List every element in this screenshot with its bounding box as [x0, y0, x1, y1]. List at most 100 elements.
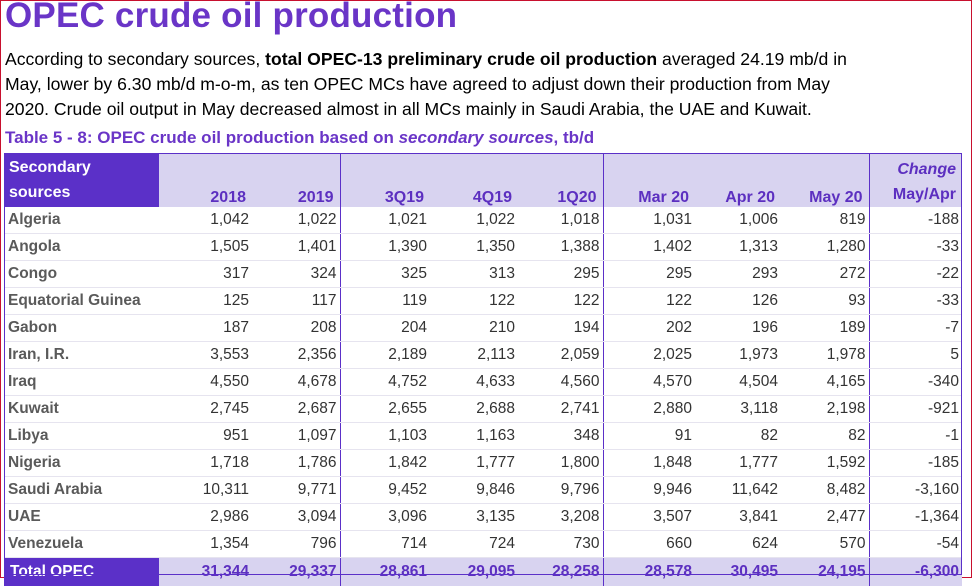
change-line-2: May/Apr [893, 186, 956, 203]
corner-line-1: Secondary [9, 159, 91, 176]
table-cell: 295 [518, 261, 603, 288]
table-cell: 3,094 [252, 504, 340, 531]
table-cell: 208 [252, 315, 340, 342]
row-label: Total OPEC [4, 558, 159, 586]
table-cell: 9,452 [340, 477, 430, 504]
change-line-1: Change [897, 161, 956, 178]
table-cell: 5 [869, 342, 962, 369]
table-cell: 28,861 [340, 558, 430, 586]
col-header: 2019 [252, 153, 340, 207]
table-cell: -188 [869, 207, 962, 234]
table-cell: 9,946 [603, 477, 695, 504]
table-cell: 1,042 [159, 207, 252, 234]
table-cell: 295 [603, 261, 695, 288]
table-cell: 9,846 [430, 477, 518, 504]
table-cell: 1,592 [781, 450, 869, 477]
table-cell: 348 [518, 423, 603, 450]
table-cell: 325 [340, 261, 430, 288]
table-cell: 4,504 [695, 369, 781, 396]
table-cell: 317 [159, 261, 252, 288]
table-cell: 2,059 [518, 342, 603, 369]
table-cell: 1,163 [430, 423, 518, 450]
table-cell: 11,642 [695, 477, 781, 504]
table-cell: 2,356 [252, 342, 340, 369]
table-cell: 2,189 [340, 342, 430, 369]
table-cell: 9,771 [252, 477, 340, 504]
table-cell: 1,350 [430, 234, 518, 261]
row-label: Iraq [4, 369, 159, 396]
table-cell: 1,388 [518, 234, 603, 261]
row-label: Venezuela [4, 531, 159, 558]
table-cell: 119 [340, 288, 430, 315]
table-cell: -185 [869, 450, 962, 477]
table-cell: 2,655 [340, 396, 430, 423]
table-cell: 9,796 [518, 477, 603, 504]
intro-line-1-pre: According to secondary sources, [5, 49, 265, 69]
table-cell: 1,800 [518, 450, 603, 477]
table-cell: 1,021 [340, 207, 430, 234]
table-cell: 1,777 [430, 450, 518, 477]
table-cell: 30,495 [695, 558, 781, 586]
table-cell: 28,578 [603, 558, 695, 586]
table-cell: 1,097 [252, 423, 340, 450]
table-cell: 3,208 [518, 504, 603, 531]
table-cell: 2,025 [603, 342, 695, 369]
row-label: Algeria [4, 207, 159, 234]
table-cell: 3,553 [159, 342, 252, 369]
table-cell: 624 [695, 531, 781, 558]
col-header: Mar 20 [603, 153, 695, 207]
table-cell: 272 [781, 261, 869, 288]
row-label: Angola [4, 234, 159, 261]
header-corner: Secondary sources [4, 153, 159, 207]
row-label: Congo [4, 261, 159, 288]
intro-line-2: May, lower by 6.30 mb/d m-o-m, as ten OP… [5, 72, 967, 97]
table-cell: 1,777 [695, 450, 781, 477]
table-cell: 4,633 [430, 369, 518, 396]
table-cell: 82 [781, 423, 869, 450]
intro-line-1-post: averaged 24.19 mb/d in [657, 49, 847, 69]
table-cell: 1,022 [430, 207, 518, 234]
row-label: Kuwait [4, 396, 159, 423]
col-header: 4Q19 [430, 153, 518, 207]
table-cell: 82 [695, 423, 781, 450]
table-cell: 2,986 [159, 504, 252, 531]
table-cell: 10,311 [159, 477, 252, 504]
corner-line-2: sources [9, 184, 70, 201]
row-label: Libya [4, 423, 159, 450]
intro-paragraph: According to secondary sources, total OP… [5, 47, 967, 122]
table-cell: 1,313 [695, 234, 781, 261]
table-cell: 1,718 [159, 450, 252, 477]
intro-line-3: 2020. Crude oil output in May decreased … [5, 97, 967, 122]
table-cell: 1,401 [252, 234, 340, 261]
table-cell: 31,344 [159, 558, 252, 586]
col-header: May 20 [781, 153, 869, 207]
intro-line-1: According to secondary sources, total OP… [5, 47, 967, 72]
row-label: Gabon [4, 315, 159, 342]
table-cell: 730 [518, 531, 603, 558]
table-cell: 1,354 [159, 531, 252, 558]
table-cell: 819 [781, 207, 869, 234]
table-cell: 3,135 [430, 504, 518, 531]
table-cell: 126 [695, 288, 781, 315]
table-cell: 189 [781, 315, 869, 342]
col-header: Apr 20 [695, 153, 781, 207]
table-cell: 4,165 [781, 369, 869, 396]
table-cell: 4,678 [252, 369, 340, 396]
table-cell: 8,482 [781, 477, 869, 504]
table-cell: 117 [252, 288, 340, 315]
table-cell: -340 [869, 369, 962, 396]
table-cell: 660 [603, 531, 695, 558]
table-cell: 293 [695, 261, 781, 288]
table-cell: 3,507 [603, 504, 695, 531]
table-cell: 4,550 [159, 369, 252, 396]
table-cell: 29,337 [252, 558, 340, 586]
table-cell: 1,786 [252, 450, 340, 477]
